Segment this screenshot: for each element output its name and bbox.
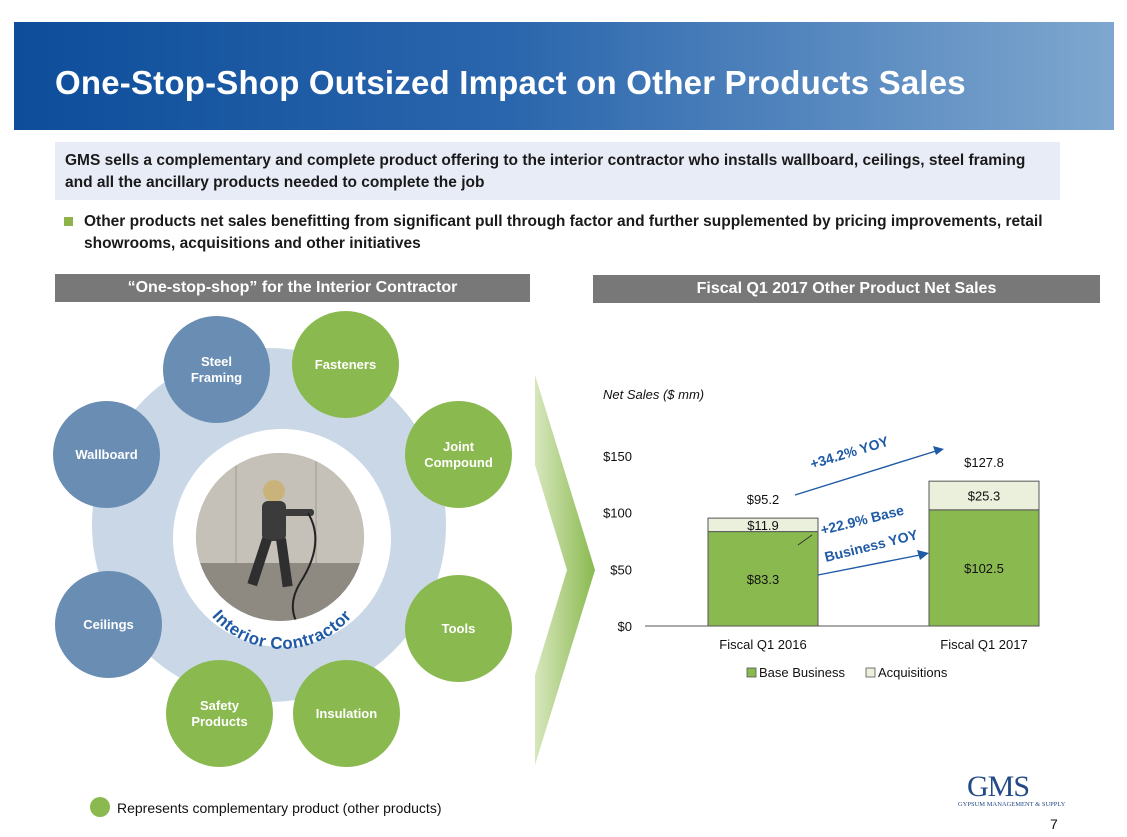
y-axis-label: Net Sales ($ mm) bbox=[603, 387, 704, 402]
y-tick-label: $50 bbox=[610, 562, 632, 577]
legend-swatch-acquisitions bbox=[865, 667, 876, 678]
transition-arrow-icon bbox=[535, 375, 595, 765]
node-tools: Tools bbox=[405, 575, 512, 682]
annotation-yoy-total: +34.2% YOY bbox=[808, 433, 891, 472]
contractor-photo bbox=[196, 453, 364, 621]
annotation-arrow-base bbox=[817, 554, 921, 576]
node-joint-compound: Joint Compound bbox=[405, 401, 512, 508]
center-label-arc: Interior Contractor bbox=[209, 606, 356, 650]
data-label-total: $95.2 bbox=[747, 492, 780, 507]
node-ceilings: Ceilings bbox=[55, 571, 162, 678]
y-tick-label: $100 bbox=[603, 506, 632, 521]
bar-acquisitions bbox=[928, 480, 1040, 511]
right-section-header: Fiscal Q1 2017 Other Product Net Sales bbox=[593, 275, 1100, 303]
svg-text:Interior Contractor: Interior Contractor bbox=[209, 606, 356, 650]
legend-note: Represents complementary product (other … bbox=[117, 800, 442, 816]
data-label-total: $127.8 bbox=[964, 455, 1004, 470]
annotation-arrow-total bbox=[794, 450, 937, 496]
node-fasteners: Fasteners bbox=[292, 311, 399, 418]
data-label-acquisitions: $11.9 bbox=[747, 518, 779, 533]
bar-acquisitions bbox=[707, 517, 819, 533]
legend-label-acquisitions: Acquisitions bbox=[878, 665, 948, 680]
summary-box bbox=[55, 142, 1060, 200]
net-sales-chart: Net Sales ($ mm) $0 $50 $100 $150 $83.3 $11.9 $… bbox=[603, 387, 1040, 680]
node-safety-products: Safety Products bbox=[166, 660, 273, 767]
bullet-text: Other products net sales benefitting fro… bbox=[84, 213, 1043, 252]
legend-swatch-base-business bbox=[746, 667, 757, 678]
leader-line-acquisitions bbox=[797, 534, 813, 546]
node-steel-framing: Steel Framing bbox=[163, 316, 270, 423]
summary-text: GMS sells a complementary and complete p… bbox=[65, 152, 1026, 191]
green-legend-dot-icon bbox=[90, 797, 110, 817]
node-insulation: Insulation bbox=[293, 660, 400, 767]
y-tick-label: $150 bbox=[603, 449, 632, 464]
data-label-base: $83.3 bbox=[747, 572, 780, 587]
node-wallboard: Wallboard bbox=[53, 401, 160, 508]
bar-base-business bbox=[707, 531, 819, 627]
left-section-header: “One-stop-shop” for the Interior Contrac… bbox=[55, 274, 530, 302]
bar-base-business bbox=[928, 509, 1040, 627]
center-label: Interior Contractor bbox=[209, 606, 355, 650]
x-tick-label: Fiscal Q1 2016 bbox=[719, 637, 806, 652]
gms-logo: GMS GYPSUM MANAGEMENT & SUPPLY bbox=[958, 770, 1066, 808]
title-bar bbox=[14, 22, 1114, 130]
page-number: 7 bbox=[1050, 816, 1058, 832]
y-tick-label: $0 bbox=[618, 619, 632, 634]
x-tick-label: Fiscal Q1 2017 bbox=[940, 637, 1027, 652]
annotation-arrowhead-base bbox=[917, 550, 929, 560]
data-label-base: $102.5 bbox=[964, 561, 1004, 576]
annotation-arrowhead-total bbox=[933, 446, 944, 455]
page-title: One-Stop-Shop Outsized Impact on Other P… bbox=[55, 64, 966, 101]
legend-label-base-business: Base Business bbox=[759, 665, 845, 680]
bullet-square-icon bbox=[64, 217, 73, 226]
data-label-acquisitions: $25.3 bbox=[968, 488, 1001, 503]
